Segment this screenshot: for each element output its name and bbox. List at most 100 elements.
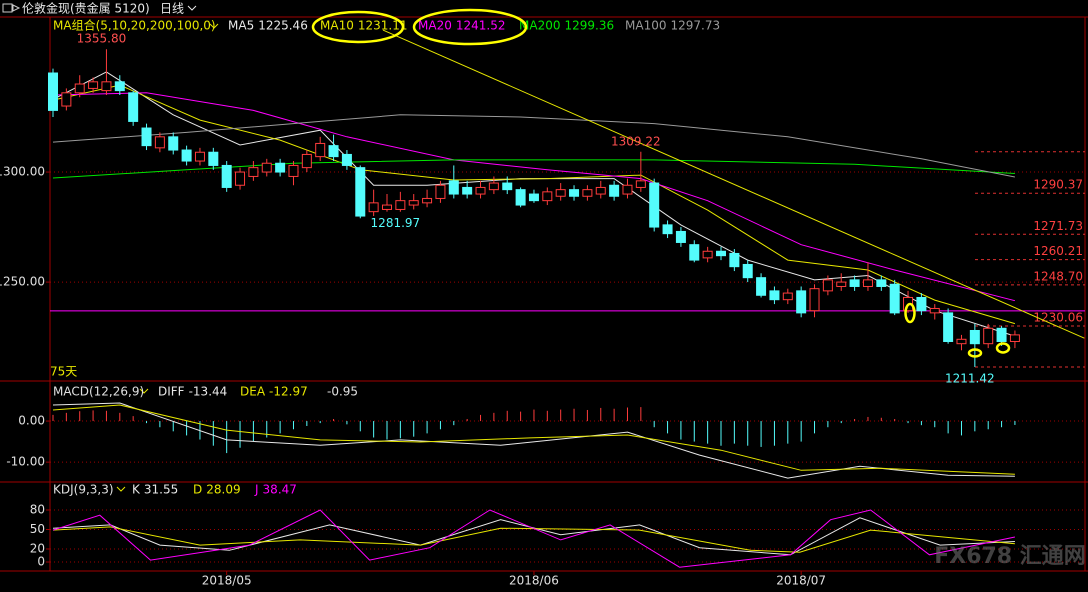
- candle-body: [782, 292, 793, 301]
- candle-body: [235, 171, 246, 186]
- candle-body: [88, 81, 99, 89]
- annotation-ellipses: [311, 8, 1011, 358]
- candle-body: [422, 197, 433, 204]
- window-icon[interactable]: [2, 3, 13, 13]
- x-tick-label: 2018/07: [776, 574, 826, 588]
- candle-body: [61, 92, 72, 107]
- ellipse: [967, 348, 983, 358]
- legend-name: MA200: [519, 19, 560, 33]
- candle-body: [943, 312, 954, 342]
- candle-body: [114, 81, 125, 92]
- days-label: 75天: [50, 365, 77, 379]
- candle-body: [1009, 334, 1020, 342]
- candle-body: [475, 186, 486, 195]
- candle-body: [956, 338, 967, 345]
- candle-body: [983, 327, 994, 345]
- y-tick-label: 1300.00: [0, 165, 45, 179]
- candle-body: [208, 151, 219, 166]
- series-line: [52, 526, 1015, 553]
- candle-body: [796, 290, 807, 314]
- candle-body: [689, 244, 700, 261]
- legend-value: 1225.46: [258, 19, 308, 33]
- y-tick-label: 50: [30, 522, 45, 536]
- kdj-chevron[interactable]: [116, 486, 126, 492]
- ellipse: [311, 10, 405, 44]
- candle-body: [382, 204, 392, 210]
- legend-name: DIFF: [158, 385, 185, 399]
- candle-body: [742, 263, 753, 279]
- y-tick-label: 80: [30, 502, 45, 516]
- series-line: [52, 402, 1015, 479]
- candle-body: [168, 136, 179, 151]
- candle-body: [341, 153, 352, 166]
- period-chevron[interactable]: [187, 5, 197, 11]
- candle-body: [261, 162, 272, 173]
- candle-body: [849, 279, 860, 287]
- candle-body: [836, 281, 847, 287]
- ellipse: [904, 302, 916, 324]
- x-tick-label: 2018/05: [202, 574, 252, 588]
- candle-body: [74, 83, 85, 94]
- legend-value: 1297.73: [670, 19, 720, 33]
- level-label: 1230.06: [1033, 310, 1083, 324]
- legend-value: 31.55: [144, 483, 178, 497]
- ma-chevron[interactable]: [209, 23, 219, 29]
- candle-body: [301, 153, 312, 169]
- candle-body: [769, 290, 780, 301]
- candle-body: [128, 92, 139, 122]
- legend-name: K: [132, 483, 141, 497]
- panel-title: MACD(12,26,9): [53, 385, 144, 399]
- candle-body: [448, 180, 459, 195]
- y-tick-label: 20: [30, 541, 45, 555]
- play-icon[interactable]: [12, 4, 21, 12]
- panel-title: KDJ(9,3,3): [53, 483, 114, 497]
- legend-value: 28.09: [206, 483, 240, 497]
- y-tick-label: -10.00: [6, 455, 45, 469]
- ellipse: [412, 8, 528, 46]
- candle-body: [288, 164, 299, 177]
- candle-body: [862, 279, 873, 287]
- candle-body: [609, 184, 620, 197]
- period[interactable]: 日线: [160, 2, 184, 16]
- y-tick-label: 1250.00: [0, 275, 45, 289]
- candle-body: [889, 283, 900, 314]
- instrument-title: 伦敦金现(贵金属 5120): [22, 1, 150, 16]
- candle-body: [248, 167, 259, 177]
- candle-body: [462, 186, 473, 195]
- level-label: 1271.73: [1033, 219, 1083, 233]
- price-annotation: 1355.80: [77, 32, 127, 46]
- candle-body: [528, 193, 539, 202]
- candle-body: [916, 296, 927, 312]
- candle-body: [569, 189, 580, 197]
- candle-body: [141, 127, 152, 147]
- candle-body: [635, 180, 646, 188]
- level-label: 1290.37: [1033, 178, 1083, 192]
- candle-body: [435, 184, 446, 199]
- candle-body: [395, 200, 406, 210]
- legend-name: MA5: [228, 19, 254, 33]
- price-annotation: 1309.22: [611, 134, 661, 148]
- candle-body: [194, 151, 205, 162]
- candle-body: [662, 224, 673, 235]
- candle-body: [649, 182, 660, 228]
- candle-body: [542, 191, 553, 202]
- macd-chevron[interactable]: [139, 388, 149, 394]
- candle-body: [502, 182, 513, 191]
- legend-value: 1299.36: [564, 19, 614, 33]
- candle-body: [969, 329, 980, 345]
- candle-body: [729, 252, 740, 268]
- plot-area: 1250.00 1300.00 1290.37 1271.73 1260.21 1248.…: [0, 18, 1085, 588]
- candle-body: [488, 182, 499, 191]
- candle-body: [275, 162, 286, 173]
- candle-body: [181, 149, 192, 162]
- candle-body: [756, 277, 767, 296]
- y-tick-label: 0.00: [18, 414, 45, 428]
- candle-body: [555, 189, 566, 197]
- price-annotation: 1211.42: [945, 371, 995, 385]
- candle-body: [101, 81, 112, 92]
- legend-name: DEA: [240, 385, 266, 399]
- legend-value: 1241.52: [456, 19, 506, 33]
- candle-body: [368, 202, 379, 213]
- macd-value: -0.95: [327, 385, 358, 399]
- price-annotation: 1281.97: [371, 216, 421, 230]
